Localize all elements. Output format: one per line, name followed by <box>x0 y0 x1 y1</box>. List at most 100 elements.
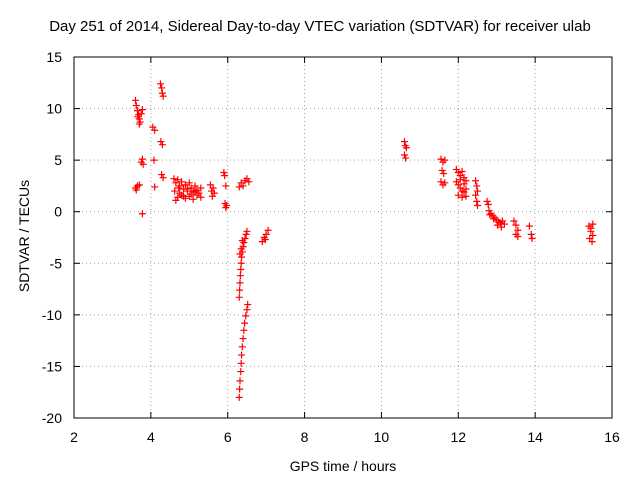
data-point <box>486 211 494 219</box>
data-point <box>238 253 246 261</box>
data-point <box>158 171 166 179</box>
y-tick-label: -20 <box>42 410 62 426</box>
data-point <box>132 101 140 109</box>
data-point <box>210 189 218 197</box>
data-point <box>236 250 244 258</box>
data-point <box>181 181 189 189</box>
data-point <box>138 106 146 114</box>
data-point <box>261 236 269 244</box>
data-point <box>209 184 217 192</box>
data-point <box>236 272 244 280</box>
data-point <box>402 144 410 152</box>
data-point <box>264 226 272 234</box>
data-point <box>193 191 201 199</box>
data-point <box>243 306 251 314</box>
data-point <box>238 351 246 359</box>
data-point <box>510 217 518 225</box>
data-point <box>197 184 205 192</box>
data-point <box>400 151 408 159</box>
y-tick-label: -5 <box>50 255 63 271</box>
data-point <box>133 107 141 115</box>
data-point <box>172 196 180 204</box>
x-tick-label: 8 <box>301 429 309 445</box>
data-point <box>157 138 165 146</box>
y-tick-label: 10 <box>46 101 62 117</box>
data-point <box>183 185 191 193</box>
y-tick-label: 15 <box>46 49 62 65</box>
y-tick-label: 0 <box>54 204 62 220</box>
x-tick-label: 16 <box>604 429 620 445</box>
data-point <box>490 215 498 223</box>
data-point <box>458 167 466 175</box>
data-point <box>235 183 243 191</box>
x-axis-label: GPS time / hours <box>289 458 397 474</box>
data-point <box>220 169 228 177</box>
data-point <box>474 202 481 210</box>
x-tick-label: 10 <box>374 429 390 445</box>
data-point <box>158 141 166 149</box>
y-tick-label: -10 <box>42 307 62 323</box>
data-point <box>171 187 179 195</box>
data-point <box>222 182 230 190</box>
data-point <box>400 138 408 146</box>
data-point <box>500 220 508 228</box>
data-point <box>137 110 145 118</box>
data-point <box>235 293 243 301</box>
data-point <box>441 179 449 187</box>
data-point <box>236 385 244 393</box>
data-point <box>238 343 246 351</box>
data-point <box>138 155 146 163</box>
data-point <box>134 113 142 121</box>
data-point <box>170 175 178 183</box>
data-point <box>241 319 249 327</box>
data-point <box>158 84 166 92</box>
data-point <box>402 154 410 162</box>
data-point <box>237 359 245 367</box>
chart-title: Day 251 of 2014, Sidereal Day-to-day VTE… <box>49 18 591 35</box>
data-point <box>189 195 197 203</box>
data-point <box>187 190 195 198</box>
data-point <box>131 96 139 104</box>
data-point <box>472 191 480 199</box>
data-point <box>514 226 522 234</box>
data-point <box>462 185 470 193</box>
data-point <box>245 178 253 186</box>
data-point <box>484 200 492 208</box>
data-point <box>243 227 251 235</box>
data-point <box>159 174 167 182</box>
data-point <box>456 176 464 184</box>
data-point <box>187 184 195 192</box>
data-point <box>239 335 247 343</box>
data-point <box>497 223 505 231</box>
data-point <box>244 301 252 309</box>
data-point <box>197 193 205 201</box>
data-point <box>474 187 481 195</box>
data-point <box>237 265 245 273</box>
data-point <box>589 220 597 228</box>
data-point <box>236 279 244 287</box>
data-point <box>175 184 183 192</box>
data-point <box>221 172 229 180</box>
data-point <box>458 193 466 201</box>
data-point <box>237 368 245 376</box>
data-point <box>472 177 480 185</box>
data-point <box>236 286 244 294</box>
x-tick-label: 6 <box>224 429 232 445</box>
data-point <box>238 237 246 245</box>
x-tick-label: 14 <box>527 429 543 445</box>
data-point <box>237 245 245 253</box>
data-point <box>180 192 188 200</box>
data-point <box>158 89 166 97</box>
data-point <box>151 126 159 134</box>
data-point <box>262 230 270 238</box>
data-point <box>512 221 520 229</box>
data-point <box>473 182 481 190</box>
data-point <box>527 230 535 238</box>
data-point <box>159 92 167 100</box>
data-point <box>178 178 186 186</box>
data-point <box>151 183 159 191</box>
data-point <box>242 312 250 320</box>
data-point <box>462 192 470 200</box>
data-point <box>438 166 446 174</box>
data-point <box>454 191 462 199</box>
